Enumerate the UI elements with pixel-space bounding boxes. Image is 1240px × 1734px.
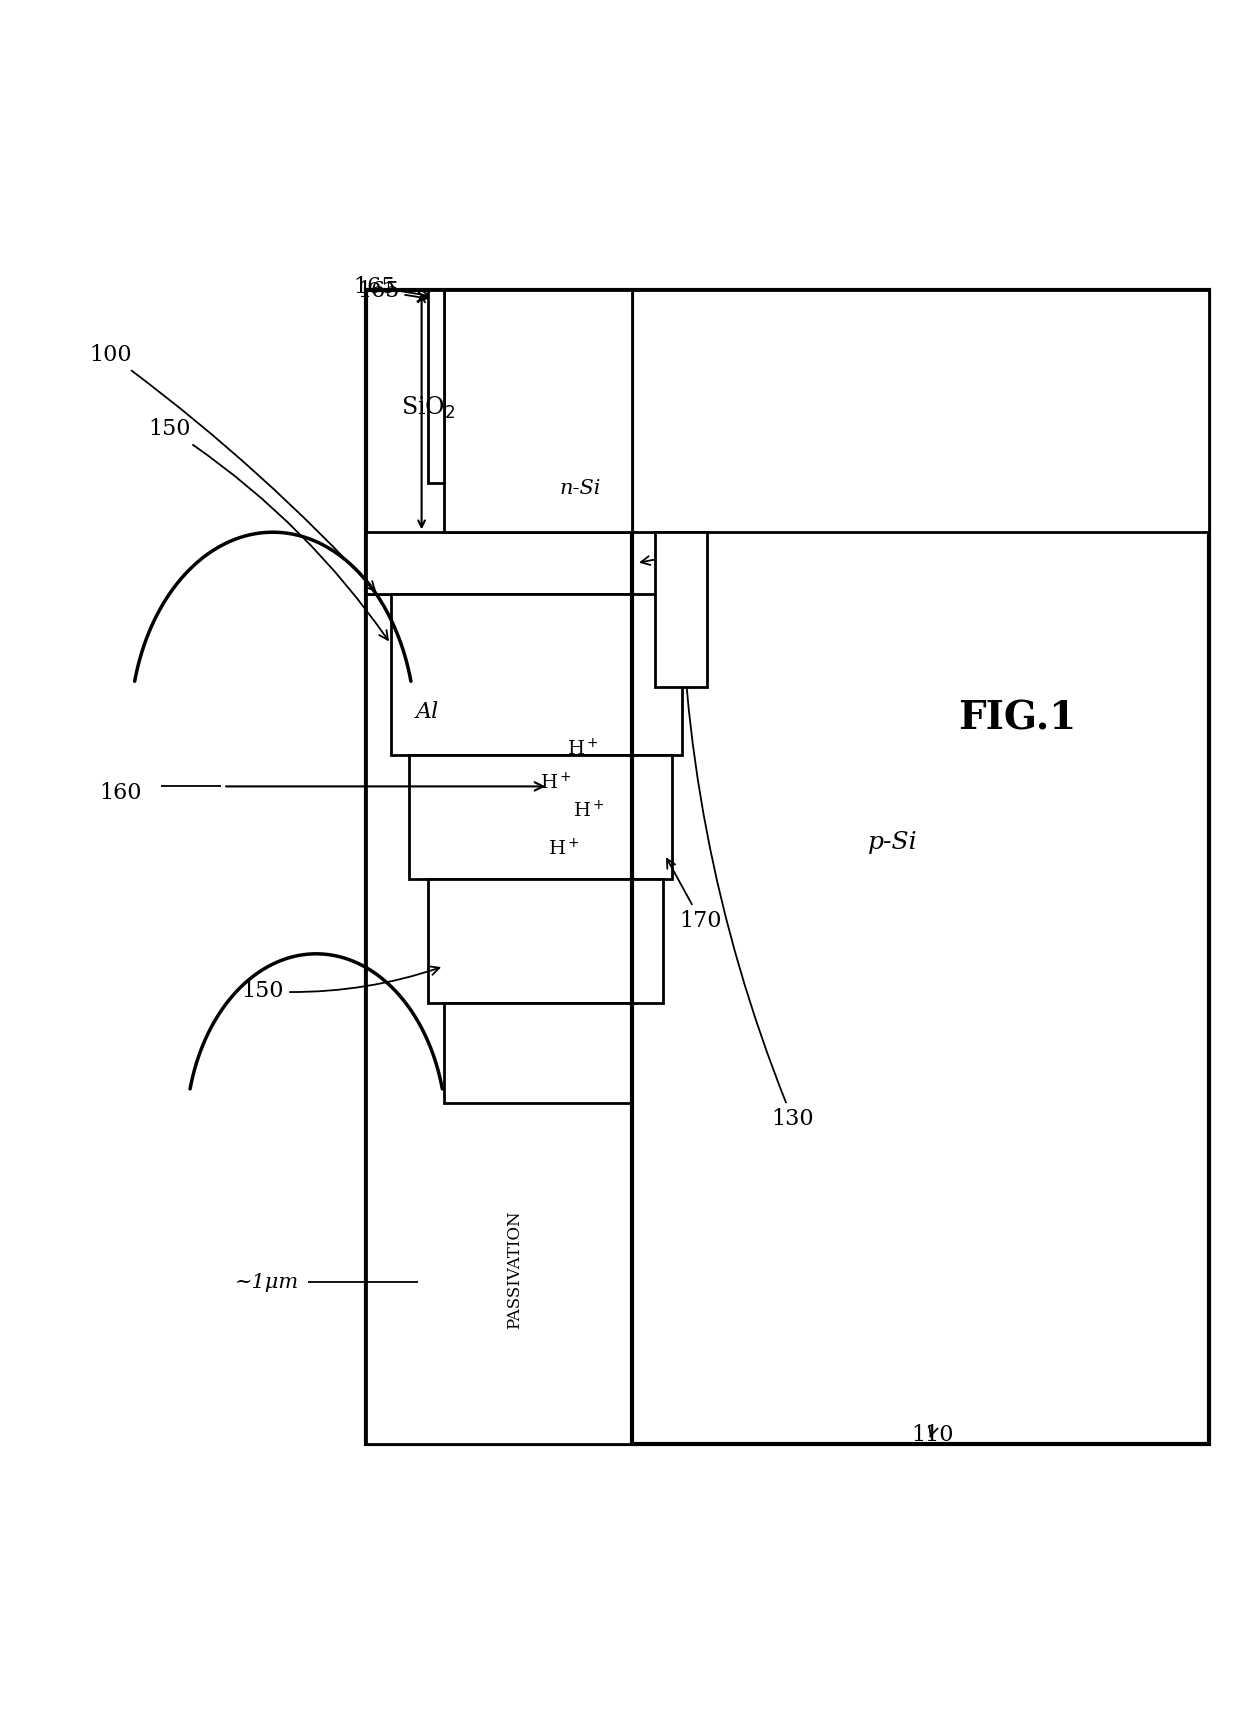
Text: 150: 150 (242, 966, 439, 1002)
Bar (632, 595, 682, 756)
Text: H$^+$: H$^+$ (567, 739, 599, 759)
Text: 170: 170 (667, 858, 722, 931)
Text: 160: 160 (99, 782, 141, 805)
Text: 100: 100 (89, 343, 374, 591)
Bar (444, 290, 632, 532)
Bar (444, 1004, 632, 1103)
Bar (366, 595, 632, 1444)
Bar (366, 290, 1209, 1444)
Bar (428, 290, 444, 482)
Text: 130: 130 (676, 550, 813, 1131)
Bar (428, 879, 632, 1004)
Text: 120: 120 (641, 543, 707, 565)
Text: H$^+$: H$^+$ (548, 838, 580, 858)
Bar (632, 756, 672, 879)
Text: PASSIVATION: PASSIVATION (506, 1210, 523, 1330)
Text: 140: 140 (527, 290, 627, 312)
Text: H$^+$: H$^+$ (573, 801, 605, 822)
Text: Al: Al (417, 701, 439, 723)
Text: H$^+$: H$^+$ (539, 772, 572, 794)
Text: SiO$_2$: SiO$_2$ (401, 395, 455, 421)
Bar (409, 756, 632, 879)
Text: 110: 110 (911, 1424, 954, 1446)
Bar (632, 879, 663, 1004)
Text: 150: 150 (149, 418, 388, 640)
Bar (655, 532, 707, 687)
Bar (366, 532, 632, 595)
Bar (391, 595, 632, 756)
Text: 165: 165 (357, 279, 427, 302)
Text: 165: 165 (353, 276, 429, 298)
Text: p-Si: p-Si (868, 831, 918, 853)
Text: n-Si: n-Si (559, 479, 601, 498)
Text: ~1μm: ~1μm (234, 1273, 299, 1292)
Text: FIG.1: FIG.1 (957, 699, 1076, 737)
Bar (632, 290, 1209, 532)
